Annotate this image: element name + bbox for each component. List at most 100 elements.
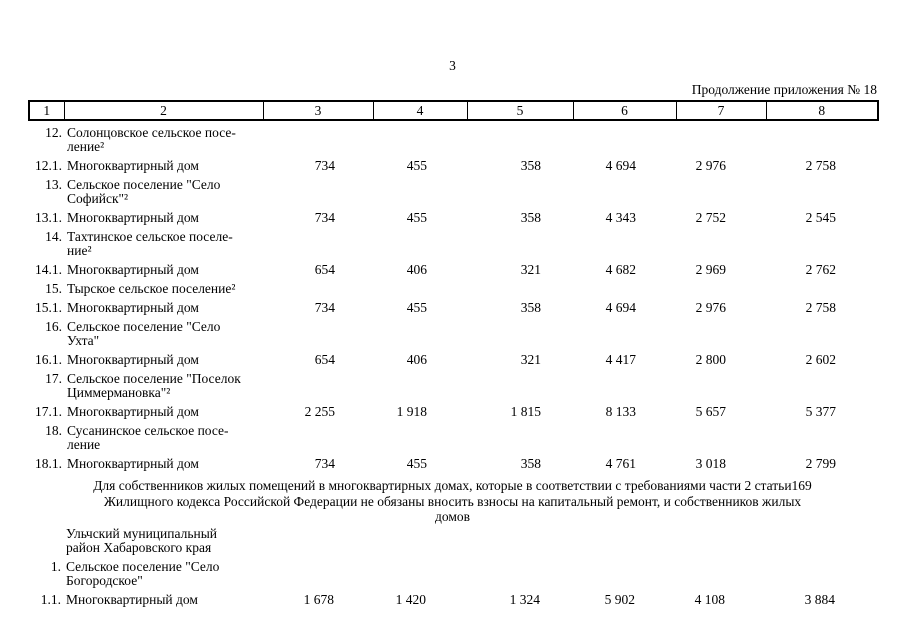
table-row: 18.1. Многоквартирный дом 734 455 358 4 761 3 … [29,452,878,471]
table-body: 12. Солонцовское сельское посе- ление² 12.… [29,120,878,471]
row-number-cell: 14. [45,229,62,244]
value-cell [466,555,572,588]
row-number-cell: 15.1. [35,300,62,315]
value-cell [373,173,467,206]
continuation-table: Ульчский муниципальный район Хабаровског… [28,522,877,607]
settlement-name-cell: Многоквартирный дом [67,210,199,225]
value-cell [766,173,878,206]
table-row: Ульчский муниципальный район Хабаровског… [28,522,877,555]
value-cell: 455 [406,210,427,225]
value-cell [572,522,675,555]
header-cell: 7 [675,100,767,121]
settlement-name-cell: Сельское поселение "Поселок Циммермановк… [67,371,241,400]
value-cell [263,419,373,452]
value-cell: 654 [314,262,335,277]
value-cell: 3 018 [695,456,726,471]
continuation-note: Продолжение приложения № 18 [691,82,877,97]
value-cell [467,367,573,400]
table-row: 13. Сельское поселение "Село Софийск"² [29,173,878,206]
value-cell: 2 602 [805,352,836,367]
row-number-cell: 16. [45,319,62,334]
header-cell: 2 [63,100,264,121]
table-row: 14.1. Многоквартирный дом 654 406 321 4 682 2 … [29,258,878,277]
value-cell [372,522,466,555]
header-cell: 6 [572,100,677,121]
value-cell [573,419,676,452]
row-number-cell: 14.1. [35,262,62,277]
value-cell [573,120,676,154]
row-number-cell [28,522,63,555]
value-cell: 2 752 [695,210,726,225]
value-cell: 358 [520,456,541,471]
value-cell [676,120,766,154]
row-number-cell: 17.1. [35,404,62,419]
value-cell [676,315,766,348]
value-cell: 2 969 [695,262,726,277]
continuation-table-body: Ульчский муниципальный район Хабаровског… [28,522,877,607]
value-cell [676,277,766,296]
value-cell [573,315,676,348]
settlement-name-cell: Солонцовское сельское посе- ление² [67,125,236,154]
value-cell: 4 343 [605,210,636,225]
table-row: 1. Сельское поселение "Село Богородское" [28,555,877,588]
value-cell: 1 918 [396,404,427,419]
settlement-name-cell: Многоквартирный дом [67,158,199,173]
value-cell: 734 [314,210,335,225]
table-row: 17. Сельское поселение "Поселок Циммерман… [29,367,878,400]
row-number-cell: 17. [45,371,62,386]
header-cell: 1 [28,100,65,121]
value-cell: 1 420 [395,592,426,607]
settlement-name-cell: Многоквартирный дом [67,262,199,277]
value-cell [675,555,765,588]
header-cell: 5 [466,100,574,121]
table-row: 18. Сусанинское сельское посе- ление [29,419,878,452]
value-cell: 2 255 [304,404,335,419]
value-cell [373,367,467,400]
row-number-cell: 15. [45,281,62,296]
settlement-name-cell: Тахтинское сельское поселе- ние² [67,229,233,258]
table-row: 12.1. Многоквартирный дом 734 455 358 4 694 2 … [29,154,878,173]
value-cell: 321 [520,262,541,277]
settlement-name-cell: Многоквартирный дом [66,592,198,607]
value-cell: 4 682 [605,262,636,277]
row-number-cell: 12. [45,125,62,140]
value-cell: 358 [520,158,541,173]
settlement-name-cell: Многоквартирный дом [67,404,199,419]
value-cell [573,367,676,400]
settlement-name-cell: Многоквартирный дом [67,456,199,471]
settlement-name-cell: Сельское поселение "Село Богородское" [66,559,220,588]
row-number-cell: 18. [45,423,62,438]
value-cell [373,225,467,258]
value-cell: 734 [314,300,335,315]
value-cell [766,315,878,348]
value-cell: 455 [406,300,427,315]
value-cell: 358 [520,300,541,315]
value-cell [263,277,373,296]
note-paragraph: Для собственников жилых помещений в мног… [93,478,812,524]
value-cell [766,419,878,452]
value-cell [467,173,573,206]
value-cell [766,225,878,258]
table-row: 16. Сельское поселение "Село Ухта" [29,315,878,348]
settlement-name-cell: Сельское поселение "Село Ухта" [67,319,221,348]
value-cell: 2 758 [805,158,836,173]
row-number-cell: 13. [45,177,62,192]
table-row: 13.1. Многоквартирный дом 734 455 358 4 343 2 … [29,206,878,225]
header-cell: 3 [262,100,374,121]
value-cell: 2 758 [805,300,836,315]
value-cell: 4 108 [694,592,725,607]
value-cell [766,367,878,400]
page-number: 3 [449,58,456,73]
table-row: 16.1. Многоквартирный дом 654 406 321 4 417 2 … [29,348,878,367]
value-cell: 2 799 [805,456,836,471]
value-cell: 5 377 [805,404,836,419]
value-cell [373,277,467,296]
value-cell: 5 902 [604,592,635,607]
table-row: 17.1. Многоквартирный дом 2 255 1 918 1 815 8… [29,400,878,419]
row-number-cell: 13.1. [35,210,62,225]
value-cell [373,120,467,154]
value-cell [676,419,766,452]
